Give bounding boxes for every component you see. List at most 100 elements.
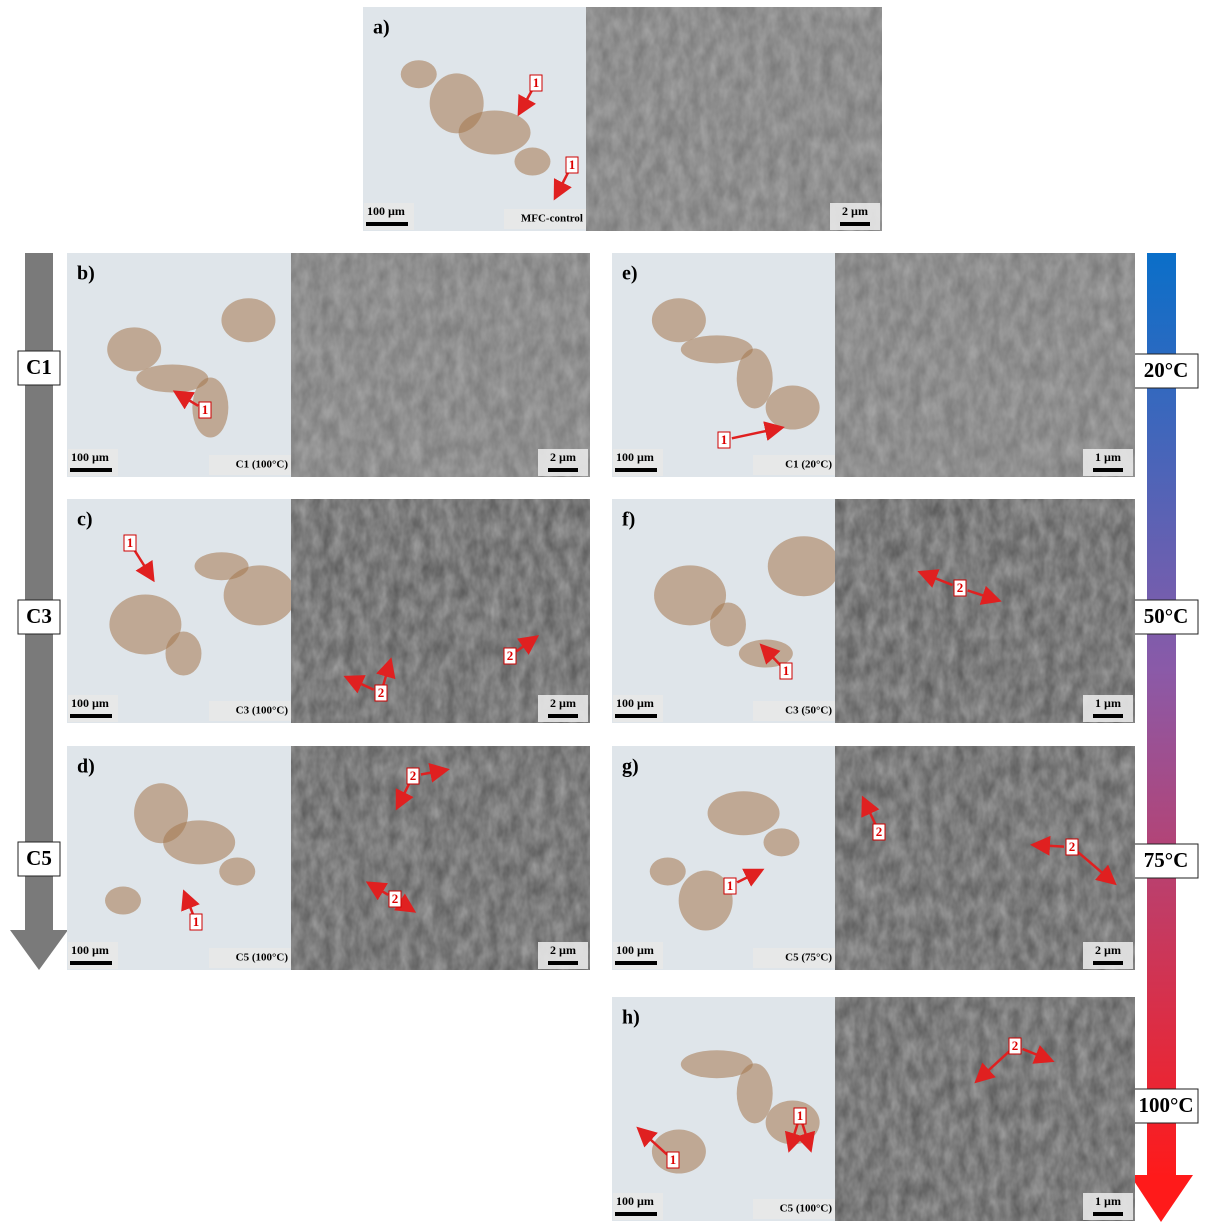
caption: MFC-control — [521, 213, 583, 225]
temp-label: 100°C — [1138, 1093, 1193, 1117]
marker-label: 1 — [670, 1152, 677, 1167]
sem-texture — [291, 746, 590, 970]
sem-scale: 1 µm — [1095, 1194, 1121, 1208]
marker-label: 1 — [721, 432, 728, 447]
panel-letter: d) — [77, 756, 95, 778]
sem-texture — [835, 253, 1135, 477]
marker-label: 1 — [533, 75, 540, 90]
particle — [219, 857, 255, 885]
sem-texture — [835, 746, 1135, 970]
scale-bar — [548, 961, 578, 965]
panel-letter: f) — [622, 509, 635, 531]
marker-label: 2 — [1069, 839, 1076, 854]
sem-texture — [835, 499, 1135, 723]
caption: C1 (20°C) — [785, 459, 832, 471]
scale-bar — [1093, 714, 1123, 718]
particle — [105, 887, 141, 915]
cycle-label: C3 — [26, 604, 52, 628]
marker-label: 1 — [797, 1108, 804, 1123]
optical-scale: 100 µm — [616, 943, 654, 957]
panel: h) 100 µm C5 (100°C) 1 µm 1 1 2 — [612, 997, 1135, 1221]
marker-label: 1 — [569, 157, 576, 172]
panel-letter: h) — [622, 1007, 640, 1029]
caption: C3 (50°C) — [785, 705, 832, 717]
particle — [652, 298, 706, 342]
particle — [221, 298, 275, 342]
caption: C1 (100°C) — [236, 459, 289, 471]
scale-bar — [1093, 961, 1123, 965]
sem-scale: 2 µm — [1095, 943, 1121, 957]
scale-bar — [70, 961, 112, 965]
temp-label: 75°C — [1144, 848, 1189, 872]
particle — [737, 348, 773, 408]
sem-scale: 1 µm — [1095, 450, 1121, 464]
sem-scale: 1 µm — [1095, 696, 1121, 710]
panel: b) 100 µm C1 (100°C) 2 µm 1 — [67, 253, 590, 477]
optical-scale: 100 µm — [71, 696, 109, 710]
panel-letter: c) — [77, 509, 93, 531]
sem-texture — [291, 253, 590, 477]
figure: C1C3C520°C50°C75°C100°Ca)100 µmMFC-contr… — [0, 0, 1214, 1222]
sem-texture — [586, 7, 882, 231]
marker-label: 1 — [202, 402, 209, 417]
caption: C5 (75°C) — [785, 952, 832, 964]
scale-bar — [615, 468, 657, 472]
marker-label: 2 — [378, 685, 385, 700]
optical-scale: 100 µm — [616, 1194, 654, 1208]
page: C1C3C520°C50°C75°C100°Ca)100 µmMFC-contr… — [0, 0, 1214, 1222]
caption: C3 (100°C) — [236, 705, 289, 717]
optical-scale: 100 µm — [367, 204, 405, 218]
scale-bar — [548, 714, 578, 718]
particle — [766, 386, 820, 430]
particle — [710, 602, 746, 646]
panel: e) 100 µm C1 (20°C) 1 µm 1 — [612, 253, 1135, 477]
cycle-label: C1 — [26, 355, 52, 379]
scale-bar — [1093, 1212, 1123, 1216]
panel: f)100 µmC3 (50°C)1 µm12 — [612, 499, 1135, 723]
marker-label: 1 — [193, 914, 200, 929]
sem-scale: 2 µm — [550, 943, 576, 957]
marker-label: 2 — [1012, 1038, 1019, 1053]
scale-bar — [70, 468, 112, 472]
scale-bar — [615, 714, 657, 718]
particle — [737, 1063, 773, 1123]
sem-scale: 2 µm — [550, 450, 576, 464]
temp-label: 50°C — [1144, 604, 1189, 628]
particle — [401, 60, 437, 88]
sem-texture — [835, 997, 1135, 1221]
particle — [763, 828, 799, 856]
particle — [107, 327, 161, 371]
optical-image — [612, 746, 835, 970]
optical-scale: 100 µm — [616, 696, 654, 710]
particle — [165, 632, 201, 676]
panel-letter: a) — [373, 17, 390, 39]
panel: a) 100 µm MFC-control 2 µm 1 1 — [363, 7, 882, 231]
particle — [459, 110, 531, 154]
particle — [224, 565, 296, 625]
particle — [650, 857, 686, 885]
sem-scale: 2 µm — [550, 696, 576, 710]
marker-label: 2 — [507, 648, 514, 663]
marker-arrow — [1035, 845, 1064, 847]
scale-bar — [840, 222, 870, 226]
particle — [768, 536, 840, 596]
caption: C5 (100°C) — [780, 1203, 833, 1215]
panel-letter: e) — [622, 263, 638, 285]
scale-bar — [615, 1212, 657, 1216]
particle — [514, 148, 550, 176]
marker-label: 2 — [410, 768, 417, 783]
marker-label: 2 — [392, 891, 399, 906]
particle — [708, 791, 780, 835]
marker-label: 2 — [957, 580, 964, 595]
cycle-label: C5 — [26, 846, 52, 870]
scale-bar — [615, 961, 657, 965]
marker-label: 1 — [727, 878, 734, 893]
panel-letter: b) — [77, 263, 95, 285]
optical-scale: 100 µm — [616, 450, 654, 464]
optical-scale: 100 µm — [71, 450, 109, 464]
sem-scale: 2 µm — [842, 204, 868, 218]
caption: C5 (100°C) — [236, 952, 289, 964]
